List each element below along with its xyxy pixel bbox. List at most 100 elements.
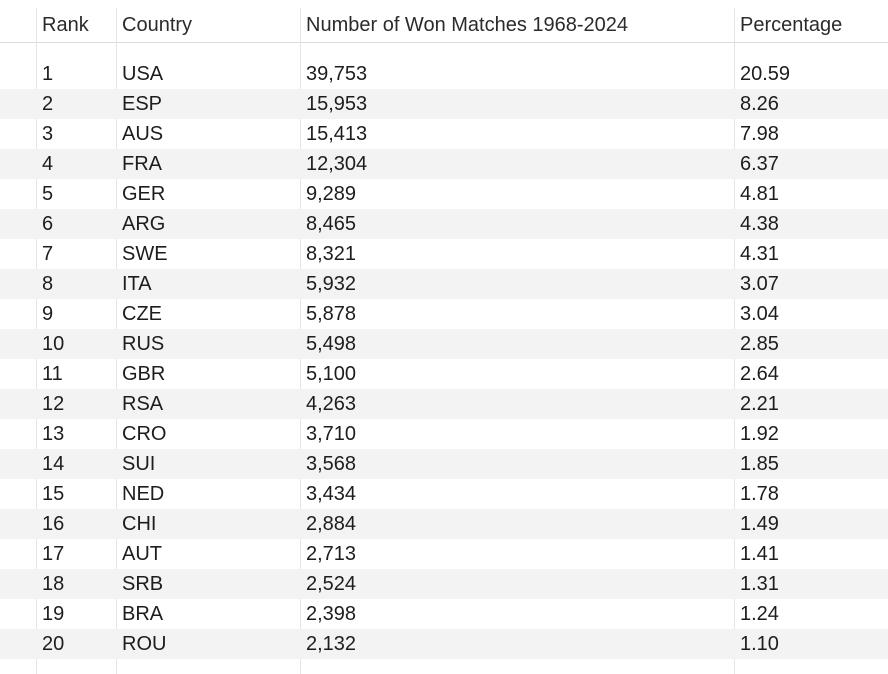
cell-won-matches: 3,710: [306, 423, 357, 445]
cell-rank: 17: [42, 543, 65, 565]
cell-rank: 7: [42, 243, 54, 265]
cell-rank: 9: [42, 303, 54, 325]
cell-won-matches: 5,498: [306, 333, 357, 355]
cell-rank: 2: [42, 93, 54, 115]
cell-percentage: 8.26: [740, 93, 779, 115]
cell-won-matches: 12,304: [306, 153, 368, 175]
cell-rank: 8: [42, 273, 54, 295]
cell-won-matches: 8,465: [306, 213, 357, 235]
table-row[interactable]: 14 SUI 3,568 1.85: [0, 449, 888, 479]
cell-percentage: 1.49: [740, 513, 779, 535]
empty-row: [0, 659, 888, 673]
cell-rank: 1: [42, 63, 54, 85]
cell-won-matches: 5,932: [306, 273, 357, 295]
cell-won-matches: 2,884: [306, 513, 357, 535]
cell-country: CZE: [122, 303, 162, 325]
cell-percentage: 1.85: [740, 453, 779, 475]
cell-percentage: 20.59: [740, 63, 791, 85]
table-row[interactable]: 20 ROU 2,132 1.10: [0, 629, 888, 659]
cell-country: ROU: [122, 633, 167, 655]
cell-country: NED: [122, 483, 165, 505]
table-row[interactable]: 17 AUT 2,713 1.41: [0, 539, 888, 569]
cell-country: SRB: [122, 573, 164, 595]
cell-won-matches: 39,753: [306, 63, 368, 85]
cell-won-matches: 2,713: [306, 543, 357, 565]
cell-rank: 13: [42, 423, 65, 445]
cell-won-matches: 2,524: [306, 573, 357, 595]
cell-won-matches: 15,413: [306, 123, 368, 145]
cell-won-matches: 2,132: [306, 633, 357, 655]
cell-percentage: 7.98: [740, 123, 779, 145]
table-row[interactable]: 19 BRA 2,398 1.24: [0, 599, 888, 629]
table-row[interactable]: 18 SRB 2,524 1.31: [0, 569, 888, 599]
cell-rank: 4: [42, 153, 54, 175]
cell-percentage: 1.31: [740, 573, 779, 595]
column-header-country[interactable]: Country: [122, 14, 193, 36]
cell-won-matches: 5,100: [306, 363, 357, 385]
column-header-percentage[interactable]: Percentage: [740, 14, 843, 36]
cell-won-matches: 3,434: [306, 483, 357, 505]
table-row[interactable]: 2 ESP 15,953 8.26: [0, 89, 888, 119]
cell-country: BRA: [122, 603, 164, 625]
table-row[interactable]: 10 RUS 5,498 2.85: [0, 329, 888, 359]
cell-percentage: 3.04: [740, 303, 779, 325]
cell-rank: 18: [42, 573, 65, 595]
table-row[interactable]: 13 CRO 3,710 1.92: [0, 419, 888, 449]
cell-percentage: 6.37: [740, 153, 779, 175]
cell-percentage: 4.31: [740, 243, 779, 265]
table-row[interactable]: 8 ITA 5,932 3.07: [0, 269, 888, 299]
cell-won-matches: 3,568: [306, 453, 357, 475]
table-row[interactable]: 7 SWE 8,321 4.31: [0, 239, 888, 269]
table-row[interactable]: 1 USA 39,753 20.59: [0, 59, 888, 89]
cell-rank: 6: [42, 213, 54, 235]
table-row[interactable]: 12 RSA 4,263 2.21: [0, 389, 888, 419]
cell-country: CRO: [122, 423, 167, 445]
cell-percentage: 2.21: [740, 393, 779, 415]
cell-country: SUI: [122, 453, 156, 475]
table-row[interactable]: 16 CHI 2,884 1.49: [0, 509, 888, 539]
cell-country: ESP: [122, 93, 163, 115]
cell-won-matches: 5,878: [306, 303, 357, 325]
table-row[interactable]: 15 NED 3,434 1.78: [0, 479, 888, 509]
table-row[interactable]: 6 ARG 8,465 4.38: [0, 209, 888, 239]
cell-rank: 20: [42, 633, 65, 655]
column-header-won-matches[interactable]: Number of Won Matches 1968-2024: [306, 14, 629, 36]
cell-country: AUS: [122, 123, 164, 145]
cell-percentage: 1.10: [740, 633, 779, 655]
cell-country: FRA: [122, 153, 162, 175]
cell-rank: 15: [42, 483, 65, 505]
cell-won-matches: 8,321: [306, 243, 357, 265]
cell-percentage: 2.64: [740, 363, 779, 385]
cell-country: USA: [122, 63, 164, 85]
cell-rank: 11: [42, 363, 63, 385]
cell-percentage: 3.07: [740, 273, 779, 295]
cell-rank: 19: [42, 603, 65, 625]
cell-country: GBR: [122, 363, 166, 385]
table-row[interactable]: 9 CZE 5,878 3.04: [0, 299, 888, 329]
cell-country: GER: [122, 183, 166, 205]
cell-won-matches: 15,953: [306, 93, 368, 115]
table-row[interactable]: 5 GER 9,289 4.81: [0, 179, 888, 209]
cell-country: SWE: [122, 243, 168, 265]
cell-country: ITA: [122, 273, 152, 295]
table-row[interactable]: 3 AUS 15,413 7.98: [0, 119, 888, 149]
cell-country: RSA: [122, 393, 164, 415]
cell-rank: 14: [42, 453, 65, 475]
cell-won-matches: 9,289: [306, 183, 357, 205]
table-row[interactable]: 4 FRA 12,304 6.37: [0, 149, 888, 179]
table-row[interactable]: 11 GBR 5,100 2.64: [0, 359, 888, 389]
column-header-rank[interactable]: Rank: [42, 14, 89, 36]
cell-rank: 12: [42, 393, 65, 415]
cell-percentage: 1.41: [740, 543, 779, 565]
cell-won-matches: 4,263: [306, 393, 357, 415]
cell-percentage: 2.85: [740, 333, 779, 355]
cell-country: RUS: [122, 333, 165, 355]
cell-rank: 10: [42, 333, 65, 355]
cell-rank: 5: [42, 183, 54, 205]
cell-rank: 3: [42, 123, 54, 145]
cell-country: AUT: [122, 543, 162, 565]
table-header-row: Rank Country Number of Won Matches 1968-…: [0, 8, 888, 43]
cell-rank: 16: [42, 513, 65, 535]
cell-percentage: 1.24: [740, 603, 779, 625]
